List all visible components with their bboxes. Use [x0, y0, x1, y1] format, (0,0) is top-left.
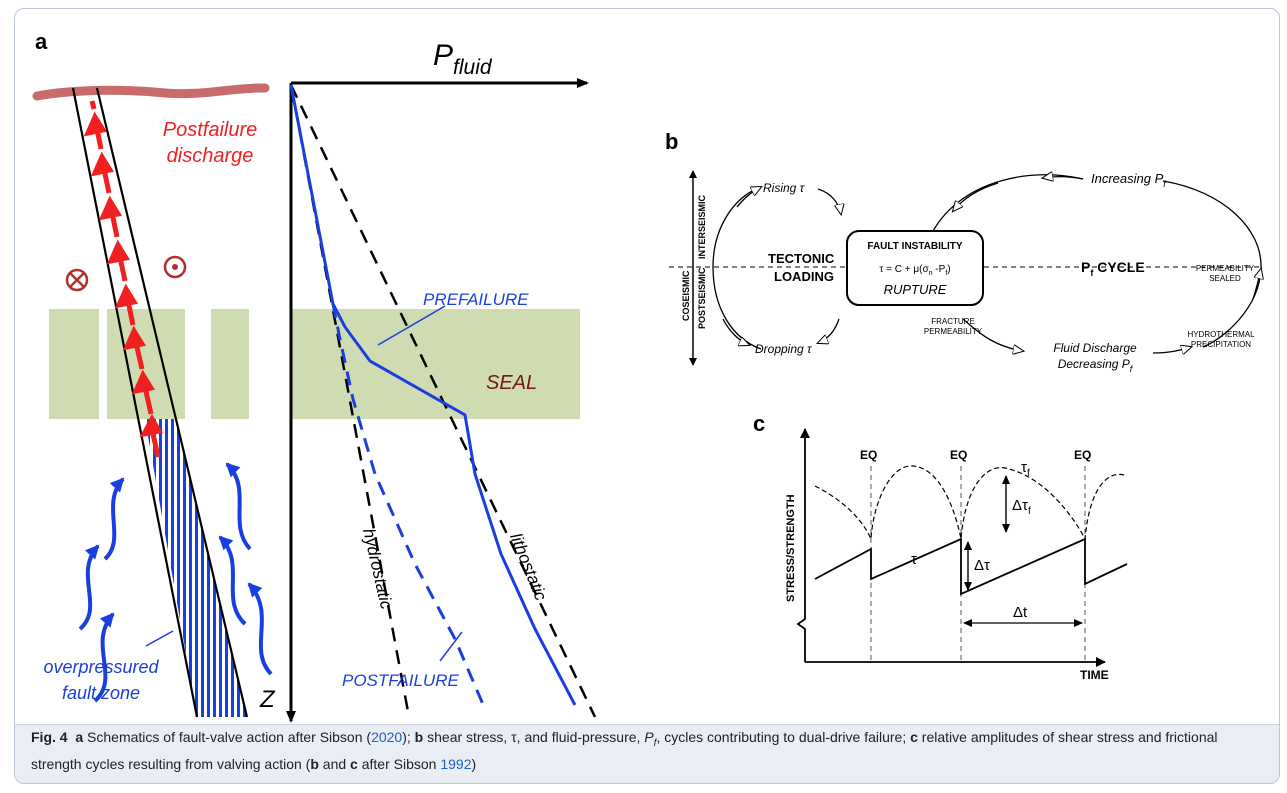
permeability-sealed-label-2: SEALED — [1209, 274, 1241, 283]
postfailure-discharge-label-1: Postfailure — [163, 119, 258, 141]
y-axis-label: STRESS/STRENGTH — [785, 494, 797, 602]
seal-band-right — [211, 309, 249, 419]
caption-fig-label: Fig. 4 — [31, 729, 68, 745]
caption-background — [15, 724, 1279, 783]
panel-b-label: b — [665, 129, 679, 154]
left-loop-top-arrow — [736, 187, 761, 208]
tectonic-label: TECTONIC — [768, 251, 835, 266]
panel-a-diagram: Pfluid Z Postfailure discharge SEAL PREF… — [32, 39, 597, 723]
hydrothermal-label: HYDROTHERMAL — [1187, 330, 1255, 339]
panel-c-diagram: STRESS/STRENGTH TIME EQ EQ EQ τf Δτf τ Δ… — [785, 428, 1128, 682]
fault-boundary-right — [95, 87, 249, 718]
permeability-sealed-label-1: PERMEABILITY — [1196, 264, 1255, 273]
prefailure-profile — [289, 84, 577, 706]
eq-label-2: EQ — [950, 448, 967, 462]
circle-cross-icon — [65, 268, 89, 292]
overpressured-fault-zone — [145, 419, 247, 717]
overpressured-label-2: fault zone — [62, 683, 140, 703]
tectonic-cycle-loop — [712, 186, 762, 350]
circle-dot-icon — [163, 255, 187, 279]
failure-equation: τ = C + μ(σn -Pf) — [879, 264, 950, 277]
panel-b-diagram: INTERSEISMIC COSEISMIC POSTSEISMIC Risin… — [669, 170, 1271, 374]
caption-text-6: and — [318, 755, 351, 772]
overpressured-leader — [145, 630, 174, 647]
tau-label: τ — [911, 551, 917, 568]
x-axis-label: TIME — [1080, 668, 1109, 682]
caption-ref-1992[interactable]: 1992 — [440, 755, 472, 772]
postfailure-discharge-label-2: discharge — [167, 145, 254, 167]
fluid-flow-arrows — [78, 462, 273, 703]
precipitation-label: PRECIPITATION — [1191, 340, 1251, 349]
increasing-pf-arrow — [1043, 177, 1084, 179]
prefailure-leader — [377, 305, 446, 346]
pf-cycle-label: Pf CYCLE — [1081, 259, 1145, 278]
increasing-pf-label: Increasing Pf — [1091, 171, 1167, 189]
permeability-sealed-arrow — [1252, 269, 1261, 300]
coseismic-label: COSEISMIC — [681, 270, 691, 321]
eq-label-1: EQ — [860, 448, 877, 462]
overpressured-label-1: overpressured — [43, 657, 159, 677]
surface-line — [32, 83, 270, 101]
dropping-tau-arrow — [818, 318, 840, 343]
panel-a-label: a — [35, 29, 48, 54]
y-axis — [796, 428, 810, 662]
fracture-permeability-label: PERMEABILITY — [924, 327, 983, 336]
caption-text-7: after Sibson — [357, 755, 441, 772]
eq-label-3: EQ — [1074, 448, 1091, 462]
lithostatic-label: lithostatic — [506, 530, 550, 603]
caption-c: c — [910, 729, 918, 745]
pf-loop-top-left-arrow — [953, 182, 999, 211]
postseismic-label: POSTSEISMIC — [697, 267, 707, 329]
discharge-arrows — [83, 100, 163, 458]
depth-axis-label: Z — [259, 686, 276, 713]
prefailure-label: PREFAILURE — [423, 290, 529, 309]
panel-c-label: c — [753, 411, 766, 436]
rising-tau-label: Rising τ — [763, 181, 806, 195]
caption-text-8: ) — [471, 755, 477, 772]
caption-a: a — [75, 729, 84, 745]
figure-caption: Fig. 4 a Schematics of fault-valve actio… — [31, 727, 1261, 775]
caption-text-1: Schematics of fault-valve action after S… — [83, 729, 372, 745]
delta-tau-f-label: Δτf — [1012, 497, 1031, 517]
pfluid-axis-label: Pfluid — [433, 39, 493, 79]
caption-b: b — [414, 729, 424, 745]
stress-curve-tau — [814, 537, 1128, 596]
postfailure-profile — [331, 303, 487, 710]
fault-boundary-left — [71, 87, 199, 718]
left-loop-bottom-arrow — [722, 318, 749, 345]
delta-tau-label: Δτ — [974, 557, 990, 574]
delta-t-label: Δt — [1013, 604, 1028, 621]
seal-label: SEAL — [486, 372, 537, 394]
discharge-to-precip-arrow — [1152, 347, 1191, 353]
caption-text-2: ); — [402, 729, 415, 745]
caption-text-3: shear stress, τ, and fluid-pressure, — [423, 729, 645, 745]
fracture-to-discharge-arrow — [962, 318, 1023, 351]
hydrostatic-label: hydrostatic — [359, 527, 396, 612]
loading-label: LOADING — [774, 269, 834, 284]
seal-band-graph — [290, 309, 580, 419]
hydrostatic-line — [289, 84, 411, 718]
strength-curve-tau-f — [814, 465, 1128, 542]
rising-tau-arrow — [817, 188, 841, 214]
caption-text-4: , cycles contributing to dual-drive fail… — [656, 729, 911, 745]
fracture-label: FRACTURE — [931, 317, 975, 326]
caption-c2: c — [350, 755, 358, 772]
figure-frame: a b c — [14, 8, 1280, 784]
fault-instability-box — [846, 230, 984, 306]
seal-band-left — [49, 309, 99, 419]
caption-text-5: relative amplitudes of shear stress and … — [31, 729, 1218, 772]
caption-ref-2020[interactable]: 2020 — [371, 729, 403, 745]
postfailure-label: POSTFAILURE — [342, 671, 459, 690]
interseismic-label: INTERSEISMIC — [697, 194, 707, 259]
rupture-label: RUPTURE — [884, 282, 947, 297]
dropping-tau-label: Dropping τ — [755, 342, 813, 356]
caption-pf: Pf — [644, 729, 657, 749]
postfailure-leader — [439, 631, 463, 662]
caption-b2: b — [310, 755, 319, 772]
fault-instability-label: FAULT INSTABILITY — [867, 241, 963, 252]
tau-f-label: τf — [1021, 459, 1030, 479]
decreasing-pf-label: Decreasing Pf — [1058, 357, 1134, 374]
fluid-discharge-label: Fluid Discharge — [1053, 341, 1137, 355]
